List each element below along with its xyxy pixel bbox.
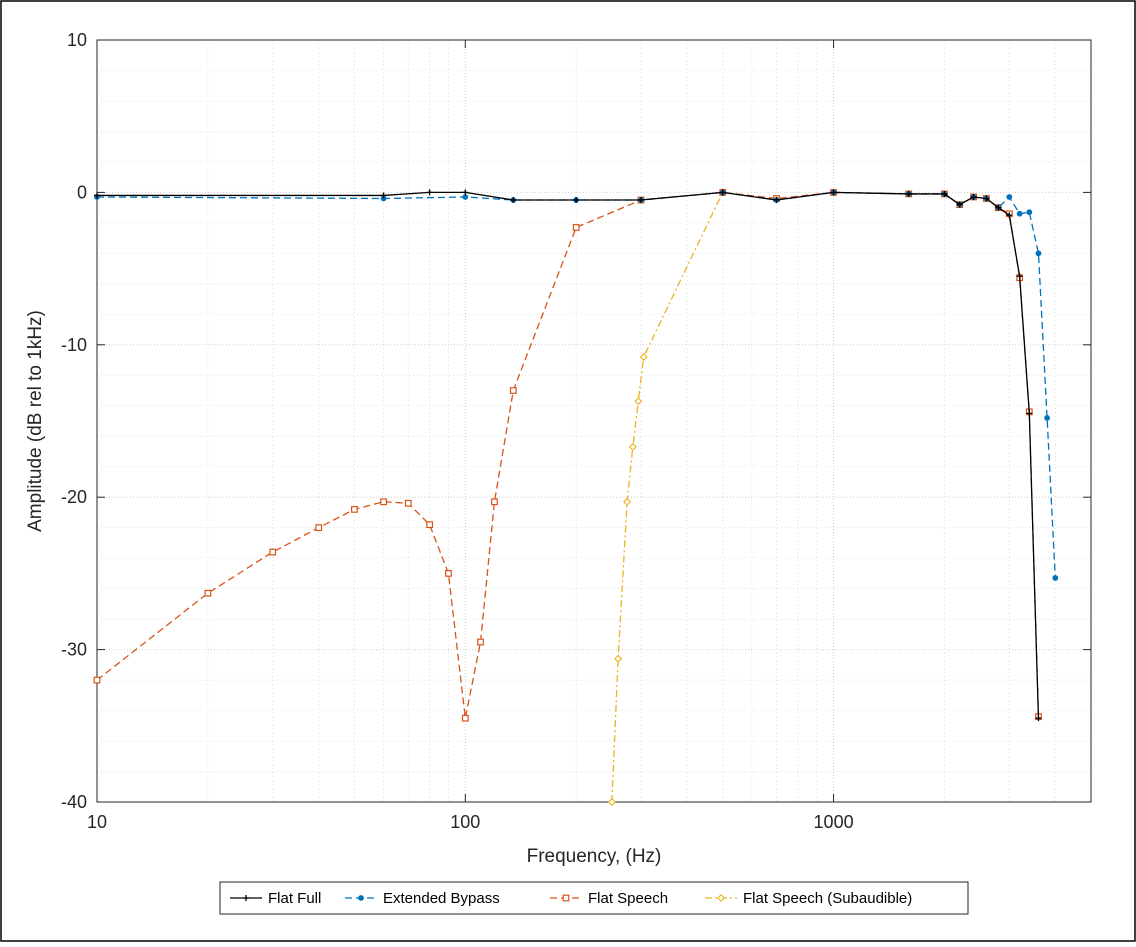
data-point-extended-bypass [1026,209,1033,216]
legend-swatch-marker [717,894,725,902]
data-point-extended-bypass [1052,575,1059,581]
data-point-flat-full [1016,273,1023,280]
grid-layer [96,39,1092,803]
data-point-flat-full [94,192,100,199]
x-axis-label: Frequency, (Hz) [527,846,662,867]
data-point-flat-speech [204,589,212,597]
data-point-flat-speech-subaudible [628,442,637,451]
data-point-flat-speech-subaudible [623,497,632,506]
data-point-flat-speech [461,714,469,722]
data-point-flat-full [573,197,580,204]
data-point-flat-speech [572,224,580,231]
data-point-flat-speech [380,498,387,506]
data-point-flat-full [638,197,645,204]
plot-area-frame [96,39,1092,803]
series-layer [93,188,1059,806]
data-point-extended-bypass [1006,194,1013,200]
legend-label: Flat Speech (Subaudible) [743,890,912,907]
data-point-flat-full [719,189,726,196]
data-point-flat-speech [351,505,358,513]
data-point-extended-bypass [1035,250,1042,257]
data-point-flat-full [995,204,1002,211]
y-axis-label: Amplitude (dB rel to 1kHz) [25,310,46,532]
y-tick-label: 0 [77,182,87,202]
series-line-flat-speech [96,191,1040,719]
data-point-flat-speech-subaudible [634,397,643,406]
data-point-flat-speech [445,569,452,577]
legend-entry-flat-speech: Flat Speech [550,890,668,907]
data-point-flat-full [426,189,433,196]
legend-swatch-marker [358,895,364,901]
data-point-flat-speech [315,524,323,532]
data-point-flat-full [380,192,387,199]
series-flat-full [94,189,1042,722]
data-point-flat-full [970,193,977,200]
legend-label: Flat Speech [588,890,668,907]
data-point-flat-full [956,201,963,208]
data-point-flat-full [941,190,948,197]
data-point-flat-full [983,195,990,202]
data-point-flat-full [1035,715,1042,722]
legend-swatch-marker [243,895,249,901]
data-point-flat-full [510,197,517,204]
legend-entry-flat-speech-subaudible: Flat Speech (Subaudible) [705,890,912,907]
data-point-flat-full [1026,410,1033,417]
data-point-flat-speech [426,521,433,529]
data-point-flat-speech [269,548,277,556]
data-point-extended-bypass [1016,210,1023,217]
legend-label: Flat Full [268,890,321,907]
data-point-flat-full [1006,212,1013,219]
data-point-extended-bypass [1044,415,1051,421]
y-tick-label: -30 [61,640,87,660]
y-tick-label: -40 [61,792,87,812]
data-point-flat-full [830,189,837,196]
series-line-flat-full [97,191,1040,719]
x-tick-label: 100 [450,812,480,832]
legend-box [219,881,969,915]
data-point-flat-speech [93,676,101,684]
data-point-flat-speech [404,499,412,507]
legend-entry-flat-full: Flat Full [230,890,321,907]
data-point-flat-full [905,190,912,197]
data-point-flat-full [773,197,780,204]
y-tick-label: 10 [67,30,87,50]
data-point-flat-speech [477,638,484,646]
data-point-flat-speech-subaudible [639,353,648,361]
x-tick-label: 1000 [814,812,854,832]
y-tick-label: -20 [61,487,87,507]
data-point-flat-speech-subaudible [614,654,623,663]
legend-swatch-marker [562,894,570,902]
y-tick-label: -10 [61,335,87,355]
data-point-flat-speech-subaudible [607,798,616,806]
data-point-flat-full [462,189,469,196]
legend: Flat Full Extended Bypass Flat Speech Flat … [219,881,969,915]
legend-label: Extended Bypass [383,890,500,907]
legend-entry-extended-bypass: Extended Bypass [345,890,500,907]
data-point-flat-speech [491,498,498,506]
data-point-flat-speech [509,387,517,394]
x-tick-label: 10 [87,812,107,832]
